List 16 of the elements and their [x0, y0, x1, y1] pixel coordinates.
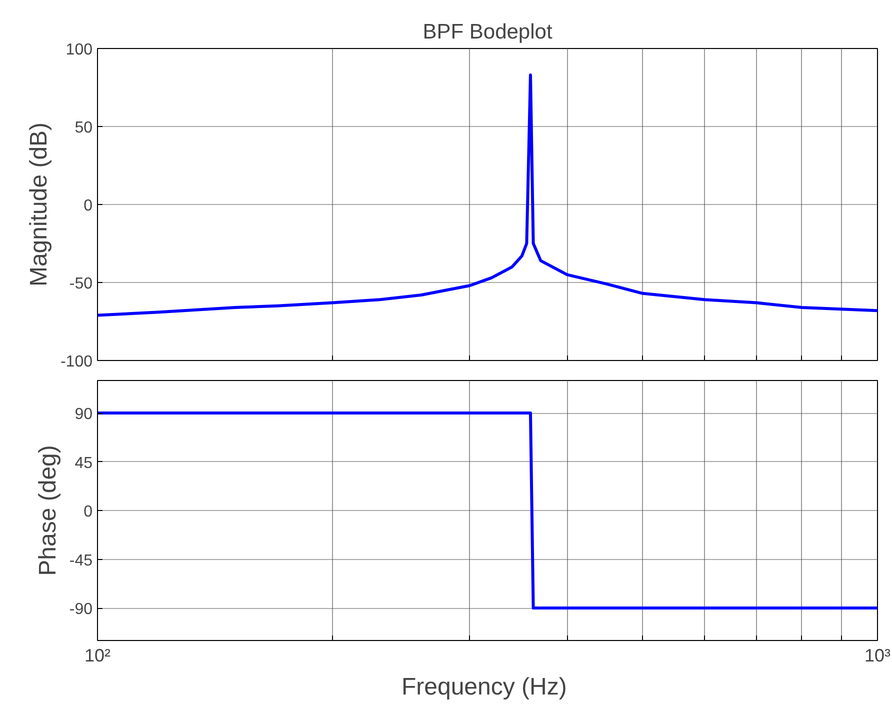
y-tick-label: 50 [74, 120, 93, 136]
y-axis-title: Magnitude (dB) [25, 122, 52, 287]
x-axis-title: Frequency (Hz) [401, 674, 567, 700]
y-tick-label: 45 [74, 454, 93, 472]
y-tick-label: -45 [69, 552, 93, 570]
y-tick-label: 0 [84, 504, 93, 520]
x-tick-label: 10² [84, 646, 111, 666]
x-tick-label: 10³ [864, 646, 891, 666]
y-tick-label: 100 [66, 42, 93, 58]
y-tick-label: -50 [69, 276, 93, 292]
chart-title: BPF Bodeplot [422, 20, 552, 44]
y-tick-label: -100 [60, 354, 93, 370]
y-axis-title: Phase (deg) [34, 445, 62, 576]
y-tick-label: -90 [69, 601, 93, 618]
y-tick-label: 0 [84, 198, 93, 214]
y-tick-label: 90 [74, 406, 93, 423]
